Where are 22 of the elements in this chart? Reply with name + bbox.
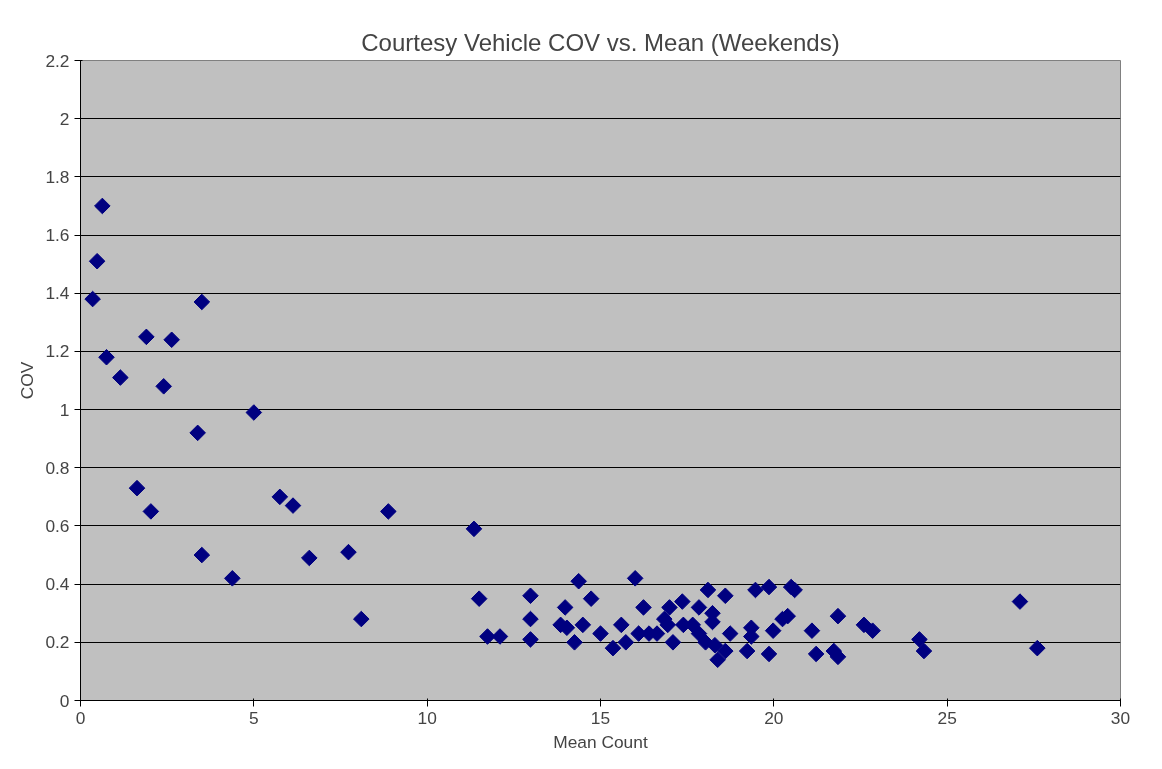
x-tick-label: 5 (249, 707, 259, 728)
y-axis-title: COV (17, 361, 38, 400)
y-tick-label: 1.8 (45, 166, 70, 187)
x-axis-title: Mean Count (553, 731, 648, 752)
y-tick-label: 2 (59, 108, 70, 129)
chart-title: Courtesy Vehicle COV vs. Mean (Weekends) (361, 28, 840, 56)
y-tick-label: 1.2 (45, 341, 70, 362)
x-tick-label: 10 (417, 707, 437, 728)
x-tick-label: 25 (937, 707, 957, 728)
y-tick-label: 2.2 (45, 50, 70, 71)
y-tick-label: 1 (59, 399, 70, 420)
y-tick-label: 1.6 (45, 225, 70, 246)
x-tick-label: 0 (75, 707, 86, 728)
y-tick-label: 1.4 (45, 283, 70, 304)
y-tick-label: 0 (59, 690, 70, 711)
y-tick-label: 0.4 (45, 574, 70, 595)
x-tick-label: 30 (1110, 707, 1131, 728)
x-tick-label: 15 (590, 707, 611, 728)
y-tick-label: 0.6 (45, 515, 70, 536)
y-tick-label: 0.8 (45, 457, 70, 478)
y-tick-label: 0.2 (45, 632, 70, 653)
x-tick-label: 20 (764, 707, 784, 728)
